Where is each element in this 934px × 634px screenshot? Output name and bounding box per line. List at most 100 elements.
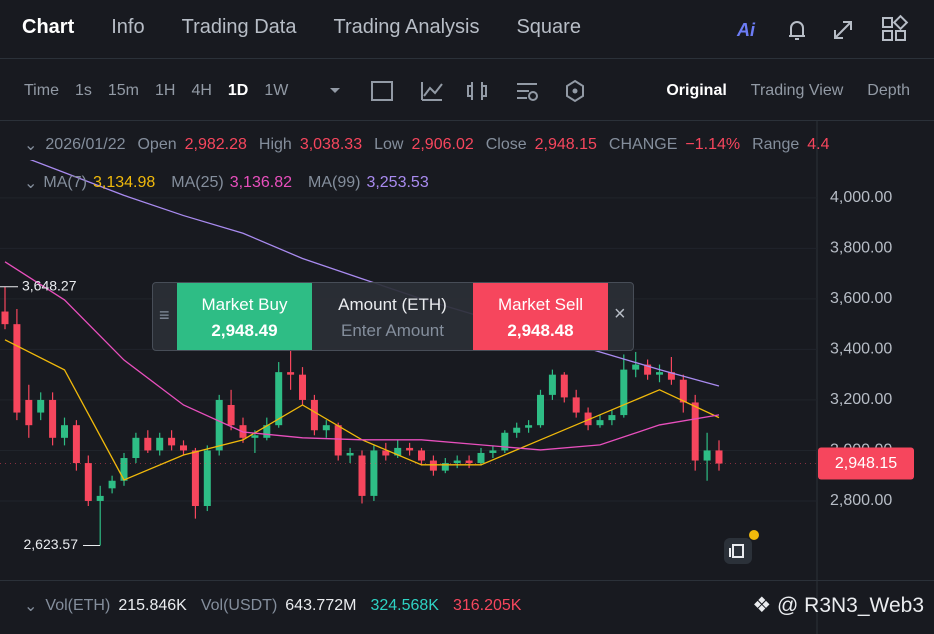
- candle-body: [275, 372, 283, 426]
- interval[interactable]: 4H: [191, 82, 212, 99]
- watermark: ❖ @ R3N3_Web3: [752, 594, 924, 617]
- settings-icon: [528, 91, 538, 101]
- candle-body: [346, 452, 354, 456]
- ma-value: 3,134.98: [92, 174, 156, 191]
- candle-icon[interactable]: [467, 82, 487, 100]
- candle-body: [310, 399, 318, 431]
- candle-body: [418, 450, 425, 461]
- tab[interactable]: Trading Data: [181, 15, 297, 38]
- candle-body: [406, 447, 414, 451]
- notes-dot: [749, 530, 759, 540]
- candle-body: [25, 399, 33, 426]
- ohlc-value: 2,982.28: [184, 136, 247, 153]
- candle-body: [108, 480, 116, 489]
- market-buy[interactable]: Market Buy 2,948.49: [177, 283, 312, 350]
- interval-bar: Time 1s 15m 1H 4H 1D 1W: [24, 80, 288, 102]
- candle-body: [191, 450, 199, 507]
- candle-body: [251, 435, 259, 438]
- vol-value: 316.205K: [452, 597, 522, 614]
- candle-body: [84, 463, 92, 501]
- dropdown-icon[interactable]: [330, 88, 340, 93]
- low-label: 2,623.57: [24, 536, 79, 552]
- notes-button[interactable]: [722, 528, 762, 568]
- ohlc-value: 4.4: [807, 136, 830, 153]
- market-sell[interactable]: Market Sell 2,948.48: [473, 283, 608, 350]
- candle-body: [287, 372, 295, 375]
- amount[interactable]: Amount (ETH) Enter Amount: [312, 283, 473, 350]
- vol-value: 324.568K: [370, 597, 439, 614]
- interval[interactable]: 1W: [264, 82, 289, 99]
- divider: [0, 58, 934, 59]
- candle-body: [572, 397, 580, 413]
- candle-body: [584, 412, 592, 426]
- candle-body: [322, 425, 330, 431]
- candle-body: [1, 311, 9, 325]
- y-tick-label: 4,000.00: [830, 189, 892, 206]
- sell-label: Market Sell: [497, 295, 584, 314]
- interval[interactable]: 15m: [107, 82, 139, 99]
- candle-body: [72, 425, 80, 464]
- grid-icon[interactable]: [882, 14, 909, 41]
- vol-value: 215.846K: [118, 597, 187, 614]
- ai-button[interactable]: Ai: [737, 19, 755, 40]
- amount-input[interactable]: Enter Amount: [340, 321, 444, 340]
- ma-line: [4, 261, 720, 451]
- candle-body: [453, 460, 461, 464]
- interval[interactable]: 1s: [74, 82, 92, 99]
- sell-price: 2,948.48: [507, 321, 574, 340]
- tab[interactable]: Info: [111, 15, 145, 38]
- close-button[interactable]: ×: [614, 303, 626, 325]
- indicator-icon[interactable]: [421, 82, 443, 101]
- candle-body: [548, 374, 556, 395]
- candle-body: [334, 425, 342, 456]
- ma-value: 3,253.53: [366, 174, 429, 191]
- drag-handle[interactable]: ≡: [159, 305, 170, 325]
- vol-value: 643.772M: [285, 597, 357, 614]
- nav-icons: [789, 14, 909, 41]
- bell-icon[interactable]: [789, 21, 805, 40]
- tab[interactable]: Trading Analysis: [333, 15, 480, 38]
- amount-label: Amount (ETH): [338, 295, 447, 314]
- view-bar: Original Trading View Depth: [666, 80, 910, 102]
- candle-body: [144, 437, 152, 451]
- ohlc-row: ⌄ 2026/01/22 Open 2,982.28 High 3,038.33 Low…: [24, 134, 834, 156]
- settings-icon[interactable]: [517, 83, 537, 99]
- caret[interactable]: ⌄: [24, 598, 38, 615]
- ohlc-value: 2,906.02: [411, 136, 474, 153]
- tab[interactable]: Square: [516, 15, 581, 38]
- caret[interactable]: ⌄: [24, 137, 38, 154]
- buy-price: 2,948.49: [211, 321, 278, 340]
- ma-line: [29, 160, 720, 387]
- y-tick-label: 3,200.00: [830, 391, 892, 408]
- y-tick-label: 2,800.00: [830, 492, 892, 509]
- candle-body: [620, 369, 628, 416]
- ma-value: 3,136.82: [229, 174, 292, 191]
- high-label: 3,648.27: [22, 277, 77, 293]
- nav-tabs: Chart Info Trading Data Trading Analysis…: [22, 12, 581, 42]
- view[interactable]: Trading View: [750, 82, 844, 99]
- tab[interactable]: Chart: [22, 15, 75, 38]
- y-tick-label: 3,800.00: [830, 240, 892, 257]
- expand-icon[interactable]: [834, 21, 852, 39]
- tool-icons: [330, 79, 584, 103]
- candle-body: [49, 399, 57, 438]
- candle-body: [477, 452, 485, 464]
- date: 2026/01/22: [45, 136, 126, 153]
- y-tick-label: 3,400.00: [830, 341, 892, 358]
- ohlc-label: Low: [374, 136, 404, 153]
- interval[interactable]: 1D: [227, 82, 249, 99]
- candle-body: [156, 437, 164, 451]
- view[interactable]: Depth: [867, 82, 910, 99]
- ohlc-value: 2,948.15: [534, 136, 597, 153]
- view[interactable]: Original: [666, 82, 727, 99]
- last-price-tag: [818, 447, 914, 480]
- candle-body: [644, 364, 652, 375]
- caret[interactable]: ⌄: [24, 175, 38, 192]
- interval[interactable]: 1H: [155, 82, 176, 99]
- hex-icon[interactable]: [566, 79, 584, 103]
- volume-row: ⌄ Vol(ETH) 215.846K Vol(USDT) 643.772M 324.5…: [24, 595, 521, 617]
- ohlc-value: −1.14%: [685, 136, 741, 153]
- tool-icon[interactable]: [371, 81, 393, 101]
